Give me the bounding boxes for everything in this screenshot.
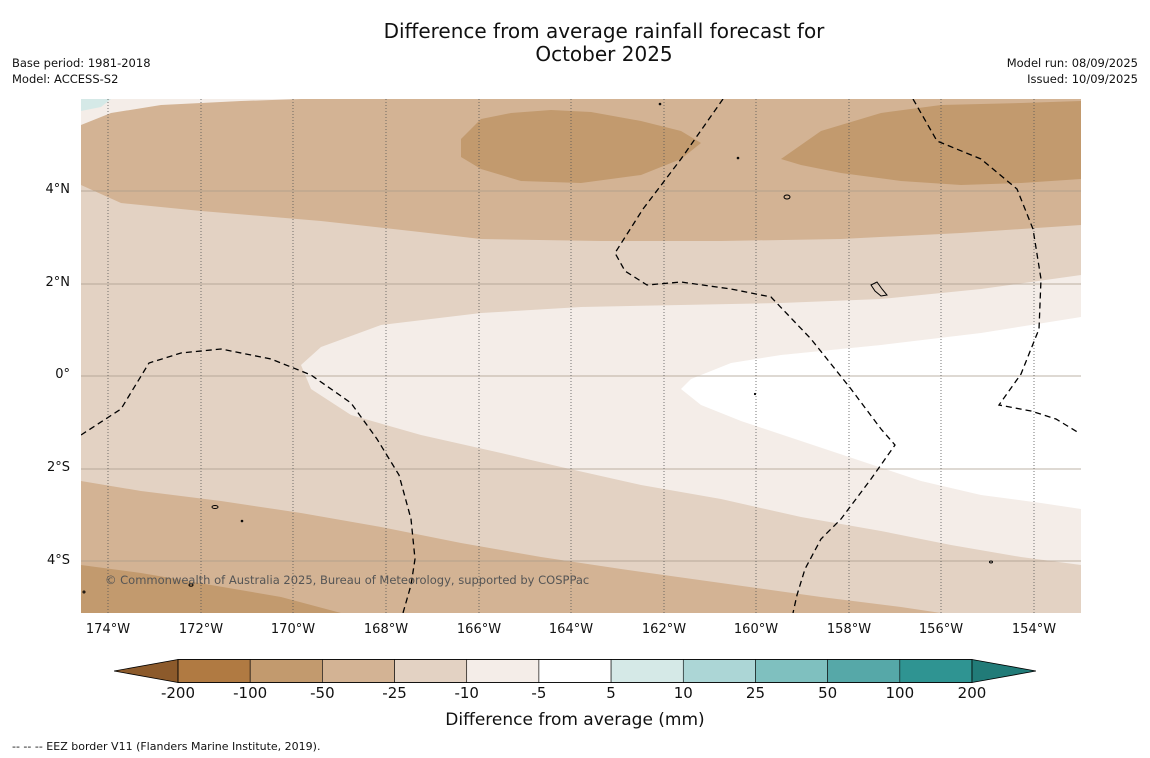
colorbar-segment <box>466 659 540 683</box>
colorbar-tick-label: 5 <box>606 684 616 702</box>
island-icon <box>211 505 219 509</box>
lon-label-168w: 168°W <box>363 622 409 637</box>
issued-text: Issued: 10/09/2025 <box>1027 72 1138 86</box>
lat-label-2n: 2°N <box>45 275 71 290</box>
lon-label-166w: 166°W <box>456 622 502 637</box>
lon-label-160w: 160°W <box>733 622 779 637</box>
colorbar-label: Difference from average (mm) <box>445 710 705 730</box>
rainfall-map-svg <box>81 99 1081 613</box>
lon-label-170w: 170°W <box>270 622 316 637</box>
eez-borders <box>81 99 1080 613</box>
colorbar-outline <box>177 659 973 683</box>
map-title-line1: Difference from average rainfall forecas… <box>383 19 825 43</box>
colorbar-segment <box>249 659 323 683</box>
island-icon <box>870 281 888 297</box>
contour-patch-top-right <box>781 101 1081 185</box>
colorbar-segment <box>827 659 901 683</box>
colorbar-svg <box>113 659 1037 683</box>
lon-label-162w: 162°W <box>641 622 687 637</box>
colorbar-tick-label: 50 <box>818 684 838 702</box>
colorbar-tick-label: -50 <box>310 684 335 702</box>
colorbar-tick-label: -200 <box>160 684 196 702</box>
lat-label-4n: 4°N <box>45 182 71 197</box>
latitude-gridlines <box>81 190 1081 562</box>
model-text: Model: ACCESS-S2 <box>12 72 119 86</box>
island-icon <box>736 156 740 160</box>
island-icon <box>82 590 86 594</box>
colorbar-segment-above-max <box>972 659 1036 683</box>
colorbar-segment <box>682 659 756 683</box>
colorbar-segment <box>899 659 973 683</box>
colorbar-segment <box>610 659 684 683</box>
colorbar-tick-label: 100 <box>885 684 915 702</box>
colorbar-segments <box>114 659 1036 683</box>
model-run-text: Model run: 08/09/2025 <box>1006 56 1138 70</box>
rainfall-map <box>81 99 1081 613</box>
copyright-notice: © Commonwealth of Australia 2025, Bureau… <box>105 573 590 587</box>
colorbar-segment <box>755 659 828 683</box>
map-title-line2: October 2025 <box>535 42 673 66</box>
lon-label-156w: 156°W <box>918 622 964 637</box>
metadata-right: Model run: 08/09/2025 Issued: 10/09/2025 <box>1007 55 1138 87</box>
map-title: Difference from average rainfall forecas… <box>0 20 1150 66</box>
colorbar-segment <box>538 659 612 683</box>
island-icon <box>989 560 993 564</box>
colorbar-tick-label: -100 <box>233 684 268 702</box>
contour-patch-positive-corner <box>81 99 111 111</box>
lon-label-172w: 172°W <box>178 622 224 637</box>
islands <box>82 102 993 594</box>
contour-patch-top-center <box>461 110 701 183</box>
island-icon <box>658 102 662 106</box>
colorbar-tick-label: 10 <box>673 684 693 702</box>
colorbar-tick-label: 200 <box>957 684 987 702</box>
colorbar-tick-label: -10 <box>454 684 479 702</box>
island-icon <box>783 194 791 200</box>
contour-strip-upper-left <box>81 99 301 125</box>
lon-label-154w: 154°W <box>1011 622 1057 637</box>
colorbar-segment <box>322 659 395 683</box>
contour-band-bottom-right <box>941 565 1081 613</box>
eez-footnote: -- -- -- EEZ border V11 (Flanders Marine… <box>12 740 321 753</box>
lat-label-4s: 4°S <box>46 553 70 568</box>
contour-band-near-zero <box>681 317 1081 509</box>
lon-label-174w: 174°W <box>85 622 131 637</box>
lon-label-164w: 164°W <box>548 622 594 637</box>
contour-band-bottom-neg100 <box>81 565 341 613</box>
lat-label-2s: 2°S <box>46 460 70 475</box>
base-period-text: Base period: 1981-2018 <box>12 56 151 70</box>
colorbar-segment <box>177 659 251 683</box>
colorbar-tick-label: 25 <box>745 684 765 702</box>
lat-label-0: 0° <box>55 367 70 382</box>
contour-band-bottom-neg50 <box>81 481 941 613</box>
colorbar-tick-label: -25 <box>382 684 407 702</box>
colorbar-segment <box>394 659 468 683</box>
colorbar-segment-below-min <box>114 659 178 683</box>
colorbar-tick-label: -5 <box>531 684 547 702</box>
colorbar <box>113 659 1037 687</box>
island-icon <box>240 519 244 523</box>
metadata-left: Base period: 1981-2018 Model: ACCESS-S2 <box>12 55 151 87</box>
lon-label-158w: 158°W <box>826 622 872 637</box>
colorbar-left-arrow <box>113 659 179 683</box>
island-icon <box>753 392 757 396</box>
island-icon <box>188 583 194 587</box>
